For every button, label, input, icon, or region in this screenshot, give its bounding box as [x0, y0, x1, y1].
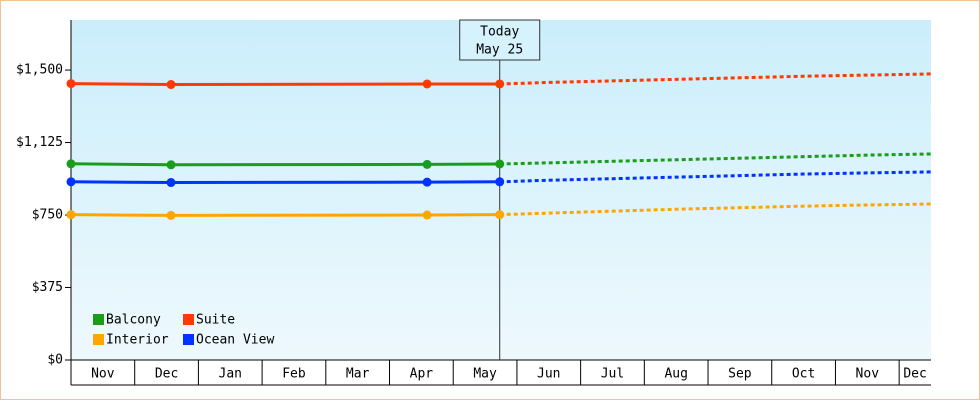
legend-swatch	[93, 314, 104, 325]
y-tick-label: $0	[47, 353, 63, 368]
x-tick-label: Feb	[282, 367, 306, 382]
point	[422, 177, 432, 187]
today-label: May 25	[476, 43, 523, 58]
legend-label: Suite	[196, 313, 235, 328]
y-tick-label: $1,500	[16, 63, 63, 78]
legend-swatch	[93, 334, 104, 345]
point	[495, 177, 505, 187]
series-line	[70, 162, 500, 167]
x-tick-label: Aug	[664, 367, 687, 382]
x-tick-label: Nov	[856, 367, 880, 382]
series-line	[70, 213, 500, 217]
y-tick-label: $1,125	[16, 135, 63, 150]
point	[66, 79, 76, 89]
point	[66, 159, 76, 169]
point	[166, 178, 176, 188]
x-tick-label: May	[473, 367, 497, 382]
point	[422, 79, 432, 89]
today-label: Today	[480, 25, 519, 40]
x-tick-label: Sep	[728, 367, 752, 382]
x-tick-label: Dec	[155, 367, 178, 382]
point	[495, 159, 505, 169]
plot-area	[71, 20, 931, 360]
point	[166, 80, 176, 90]
y-tick-label: $375	[32, 280, 63, 295]
layer: $0 $375 $750 $1,125 $1,500 Nov Dec Jan Feb Mar Apr…	[16, 19, 932, 386]
y-tick-label: $750	[32, 208, 63, 223]
x-tick-label: Jan	[219, 367, 242, 382]
x-tick-label: Apr	[410, 367, 434, 382]
series-line	[70, 82, 500, 87]
legend-swatch	[183, 314, 194, 325]
forecast-line	[499, 152, 932, 166]
today-box	[459, 19, 541, 61]
x-tick-label: Mar	[346, 367, 370, 382]
legend-label: Interior	[106, 333, 169, 348]
forecast-line	[499, 202, 932, 217]
point	[166, 160, 176, 170]
point	[66, 177, 76, 187]
x-tick-label: Nov	[91, 367, 115, 382]
series-line	[70, 180, 500, 185]
legend-label: Balcony	[106, 313, 161, 328]
point	[422, 159, 432, 169]
point	[422, 210, 432, 220]
x-tick-label: Jun	[537, 367, 560, 382]
x-tick-label: Jul	[601, 367, 624, 382]
legend-label: Ocean View	[196, 333, 274, 348]
point	[166, 210, 176, 220]
forecast-line	[499, 170, 932, 184]
x-tick-label: Dec	[903, 367, 926, 382]
point	[495, 79, 505, 89]
point	[66, 210, 76, 220]
point	[495, 210, 505, 220]
x-tick-label: Oct	[792, 367, 815, 382]
forecast-line	[499, 72, 932, 86]
legend-swatch	[183, 334, 194, 345]
